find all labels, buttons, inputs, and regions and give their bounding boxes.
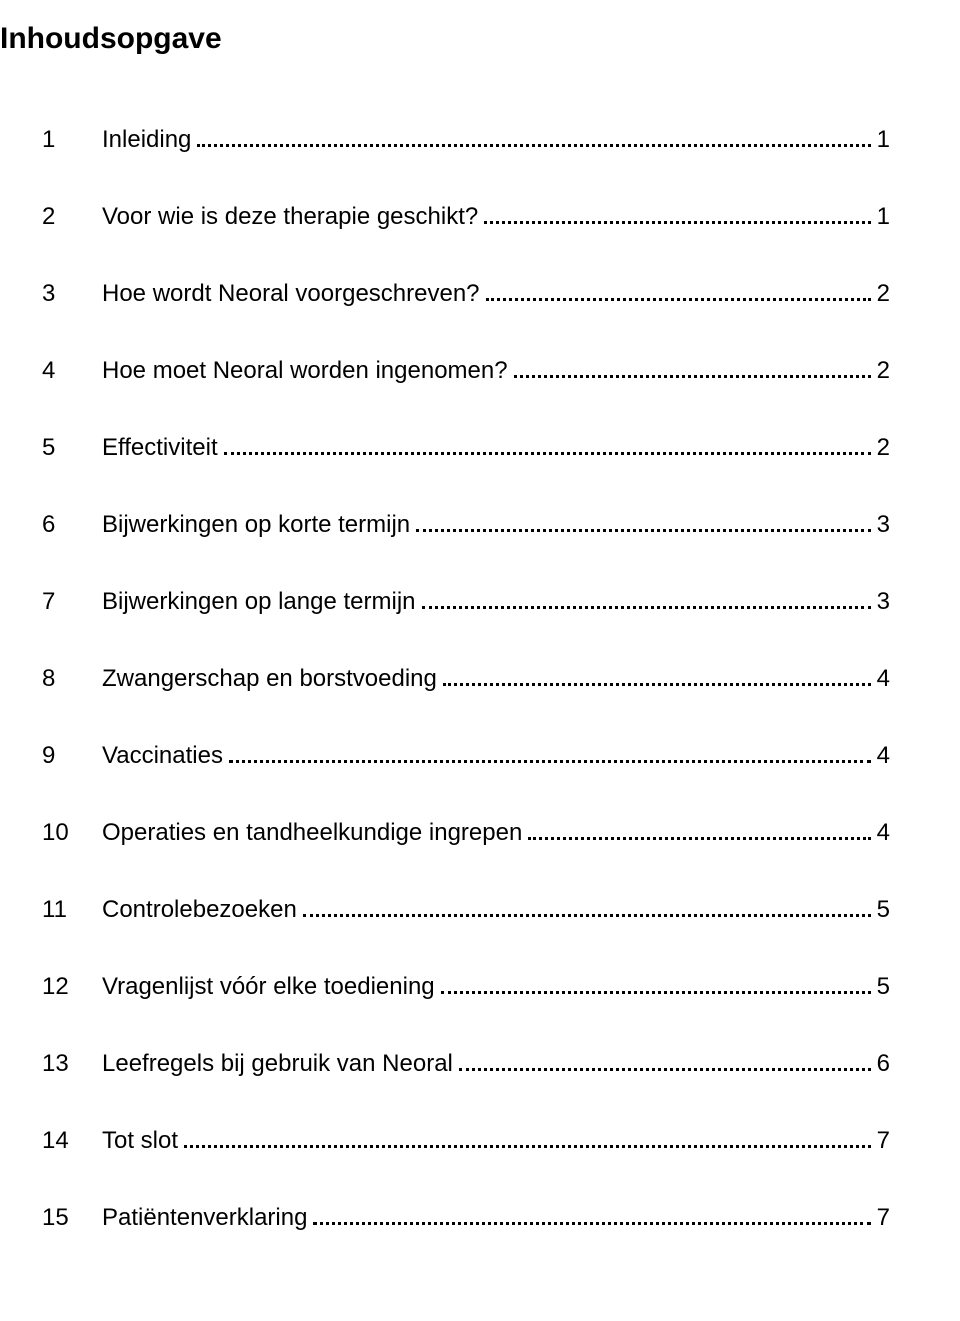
toc-page-number: 7 bbox=[877, 1204, 890, 1232]
toc-number: 12 bbox=[42, 973, 102, 1001]
toc-leader-dots bbox=[484, 221, 870, 224]
toc-page-number: 4 bbox=[877, 742, 890, 770]
toc-label: Controlebezoeken bbox=[102, 896, 297, 924]
toc-number: 13 bbox=[42, 1050, 102, 1078]
toc-leader-dots bbox=[313, 1222, 870, 1225]
toc-label: Vragenlijst vóór elke toediening bbox=[102, 973, 435, 1001]
toc-label: Inleiding bbox=[102, 126, 191, 154]
toc-row: 14Tot slot 7 bbox=[42, 1127, 890, 1155]
toc-label: Operaties en tandheelkundige ingrepen bbox=[102, 819, 522, 847]
toc-label: Tot slot bbox=[102, 1127, 178, 1155]
toc-leader-dots bbox=[514, 375, 871, 378]
toc-page-number: 2 bbox=[877, 280, 890, 308]
toc-number: 2 bbox=[42, 203, 102, 231]
toc-row: 11Controlebezoeken 5 bbox=[42, 896, 890, 924]
toc-leader-dots bbox=[443, 683, 871, 686]
toc-leader-dots bbox=[441, 991, 871, 994]
toc-leader-dots bbox=[486, 298, 871, 301]
toc-label: Effectiviteit bbox=[102, 434, 218, 462]
toc-row: 6Bijwerkingen op korte termijn 3 bbox=[42, 511, 890, 539]
table-of-contents: 1Inleiding12Voor wie is deze therapie ge… bbox=[42, 126, 890, 1232]
toc-leader-dots bbox=[459, 1068, 871, 1071]
toc-label: Bijwerkingen op lange termijn bbox=[102, 588, 416, 616]
toc-page-number: 2 bbox=[877, 357, 890, 385]
toc-number: 8 bbox=[42, 665, 102, 693]
toc-page-number: 6 bbox=[877, 1050, 890, 1078]
toc-leader-dots bbox=[184, 1145, 871, 1148]
toc-row: 12Vragenlijst vóór elke toediening 5 bbox=[42, 973, 890, 1001]
toc-number: 14 bbox=[42, 1127, 102, 1155]
toc-page-number: 1 bbox=[877, 126, 890, 154]
toc-row: 5Effectiviteit 2 bbox=[42, 434, 890, 462]
toc-leader-dots bbox=[224, 452, 871, 455]
toc-leader-dots bbox=[422, 606, 871, 609]
toc-label: Patiëntenverklaring bbox=[102, 1204, 307, 1232]
toc-label: Bijwerkingen op korte termijn bbox=[102, 511, 410, 539]
toc-leader-dots bbox=[303, 914, 871, 917]
toc-leader-dots bbox=[197, 144, 870, 147]
toc-row: 1Inleiding1 bbox=[42, 126, 890, 154]
toc-row: 8Zwangerschap en borstvoeding 4 bbox=[42, 665, 890, 693]
toc-leader-dots bbox=[229, 760, 871, 763]
toc-label: Voor wie is deze therapie geschikt? bbox=[102, 203, 478, 231]
toc-number: 3 bbox=[42, 280, 102, 308]
toc-label: Hoe wordt Neoral voorgeschreven? bbox=[102, 280, 480, 308]
toc-label: Vaccinaties bbox=[102, 742, 223, 770]
toc-number: 9 bbox=[42, 742, 102, 770]
toc-leader-dots bbox=[528, 837, 870, 840]
toc-label: Hoe moet Neoral worden ingenomen? bbox=[102, 357, 508, 385]
toc-row: 2Voor wie is deze therapie geschikt? 1 bbox=[42, 203, 890, 231]
toc-number: 15 bbox=[42, 1204, 102, 1232]
toc-page-number: 2 bbox=[877, 434, 890, 462]
toc-row: 4Hoe moet Neoral worden ingenomen? 2 bbox=[42, 357, 890, 385]
toc-row: 10Operaties en tandheelkundige ingrepen 4 bbox=[42, 819, 890, 847]
toc-number: 7 bbox=[42, 588, 102, 616]
toc-label: Zwangerschap en borstvoeding bbox=[102, 665, 437, 693]
toc-label: Leefregels bij gebruik van Neoral bbox=[102, 1050, 453, 1078]
toc-row: 15Patiëntenverklaring 7 bbox=[42, 1204, 890, 1232]
toc-page-number: 7 bbox=[877, 1127, 890, 1155]
toc-page-number: 4 bbox=[877, 665, 890, 693]
toc-number: 11 bbox=[42, 896, 102, 924]
toc-row: 7Bijwerkingen op lange termijn 3 bbox=[42, 588, 890, 616]
toc-page-number: 5 bbox=[877, 973, 890, 1001]
toc-page-number: 3 bbox=[877, 588, 890, 616]
toc-number: 1 bbox=[42, 126, 102, 154]
toc-row: 3Hoe wordt Neoral voorgeschreven? 2 bbox=[42, 280, 890, 308]
toc-number: 4 bbox=[42, 357, 102, 385]
toc-row: 13Leefregels bij gebruik van Neoral 6 bbox=[42, 1050, 890, 1078]
page-title: Inhoudsopgave bbox=[0, 22, 890, 56]
toc-page-number: 5 bbox=[877, 896, 890, 924]
toc-number: 10 bbox=[42, 819, 102, 847]
toc-number: 5 bbox=[42, 434, 102, 462]
page: Inhoudsopgave 1Inleiding12Voor wie is de… bbox=[0, 0, 960, 1321]
toc-row: 9Vaccinaties 4 bbox=[42, 742, 890, 770]
toc-page-number: 1 bbox=[877, 203, 890, 231]
toc-leader-dots bbox=[416, 529, 871, 532]
toc-page-number: 3 bbox=[877, 511, 890, 539]
toc-number: 6 bbox=[42, 511, 102, 539]
toc-page-number: 4 bbox=[877, 819, 890, 847]
